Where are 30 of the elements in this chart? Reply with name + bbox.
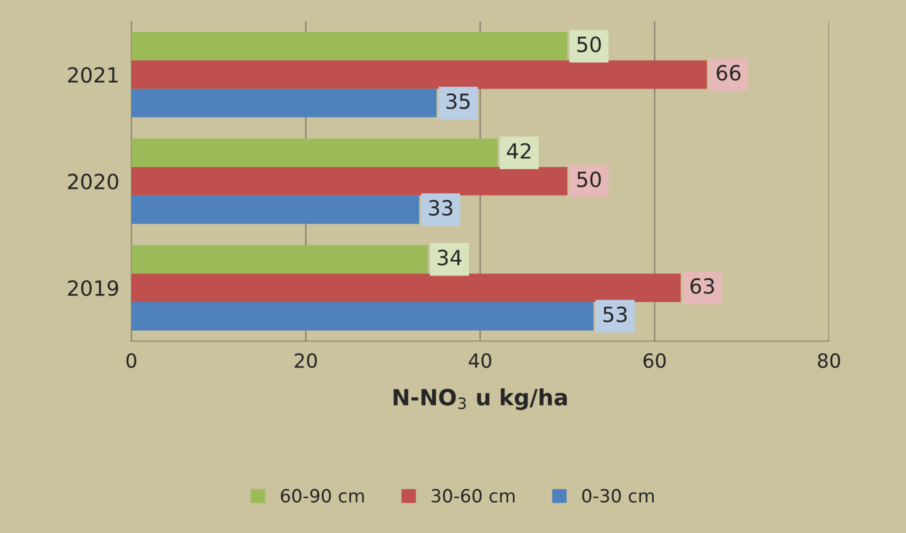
data-label: 35 [446, 93, 470, 110]
bar [131, 302, 594, 330]
bar [131, 195, 420, 224]
x-tick-label: 0 [126, 353, 136, 368]
data-label: 63 [690, 278, 714, 294]
x-tick-label: 40 [468, 353, 492, 368]
x-tick-label: 80 [818, 353, 840, 368]
bar [131, 60, 707, 89]
data-label: 34 [438, 250, 462, 266]
bar [131, 167, 568, 196]
data-label: 66 [716, 64, 740, 81]
data-label: 53 [603, 306, 627, 322]
x-tick-label: 60 [644, 353, 666, 368]
y-tick-label: 2021 [68, 67, 118, 83]
x-tick-label: 20 [294, 353, 317, 368]
legend-label: 30-60 cm [432, 488, 515, 503]
bar [131, 32, 568, 60]
y-tick-label: 2020 [68, 174, 118, 190]
bar [131, 138, 498, 168]
data-label: 42 [506, 143, 530, 159]
legend-label: 0-30 cm [582, 488, 654, 503]
legend-label: 60-90 cm [280, 488, 364, 503]
bar [131, 88, 437, 118]
x-axis-title: N-NO$_{3}$ u kg/ha [394, 388, 567, 410]
bar [131, 274, 681, 302]
data-label: 33 [429, 200, 452, 216]
data-label: 50 [577, 36, 601, 52]
y-tick-label: 2019 [68, 280, 118, 296]
bar [131, 245, 428, 274]
data-label: 50 [577, 172, 601, 188]
